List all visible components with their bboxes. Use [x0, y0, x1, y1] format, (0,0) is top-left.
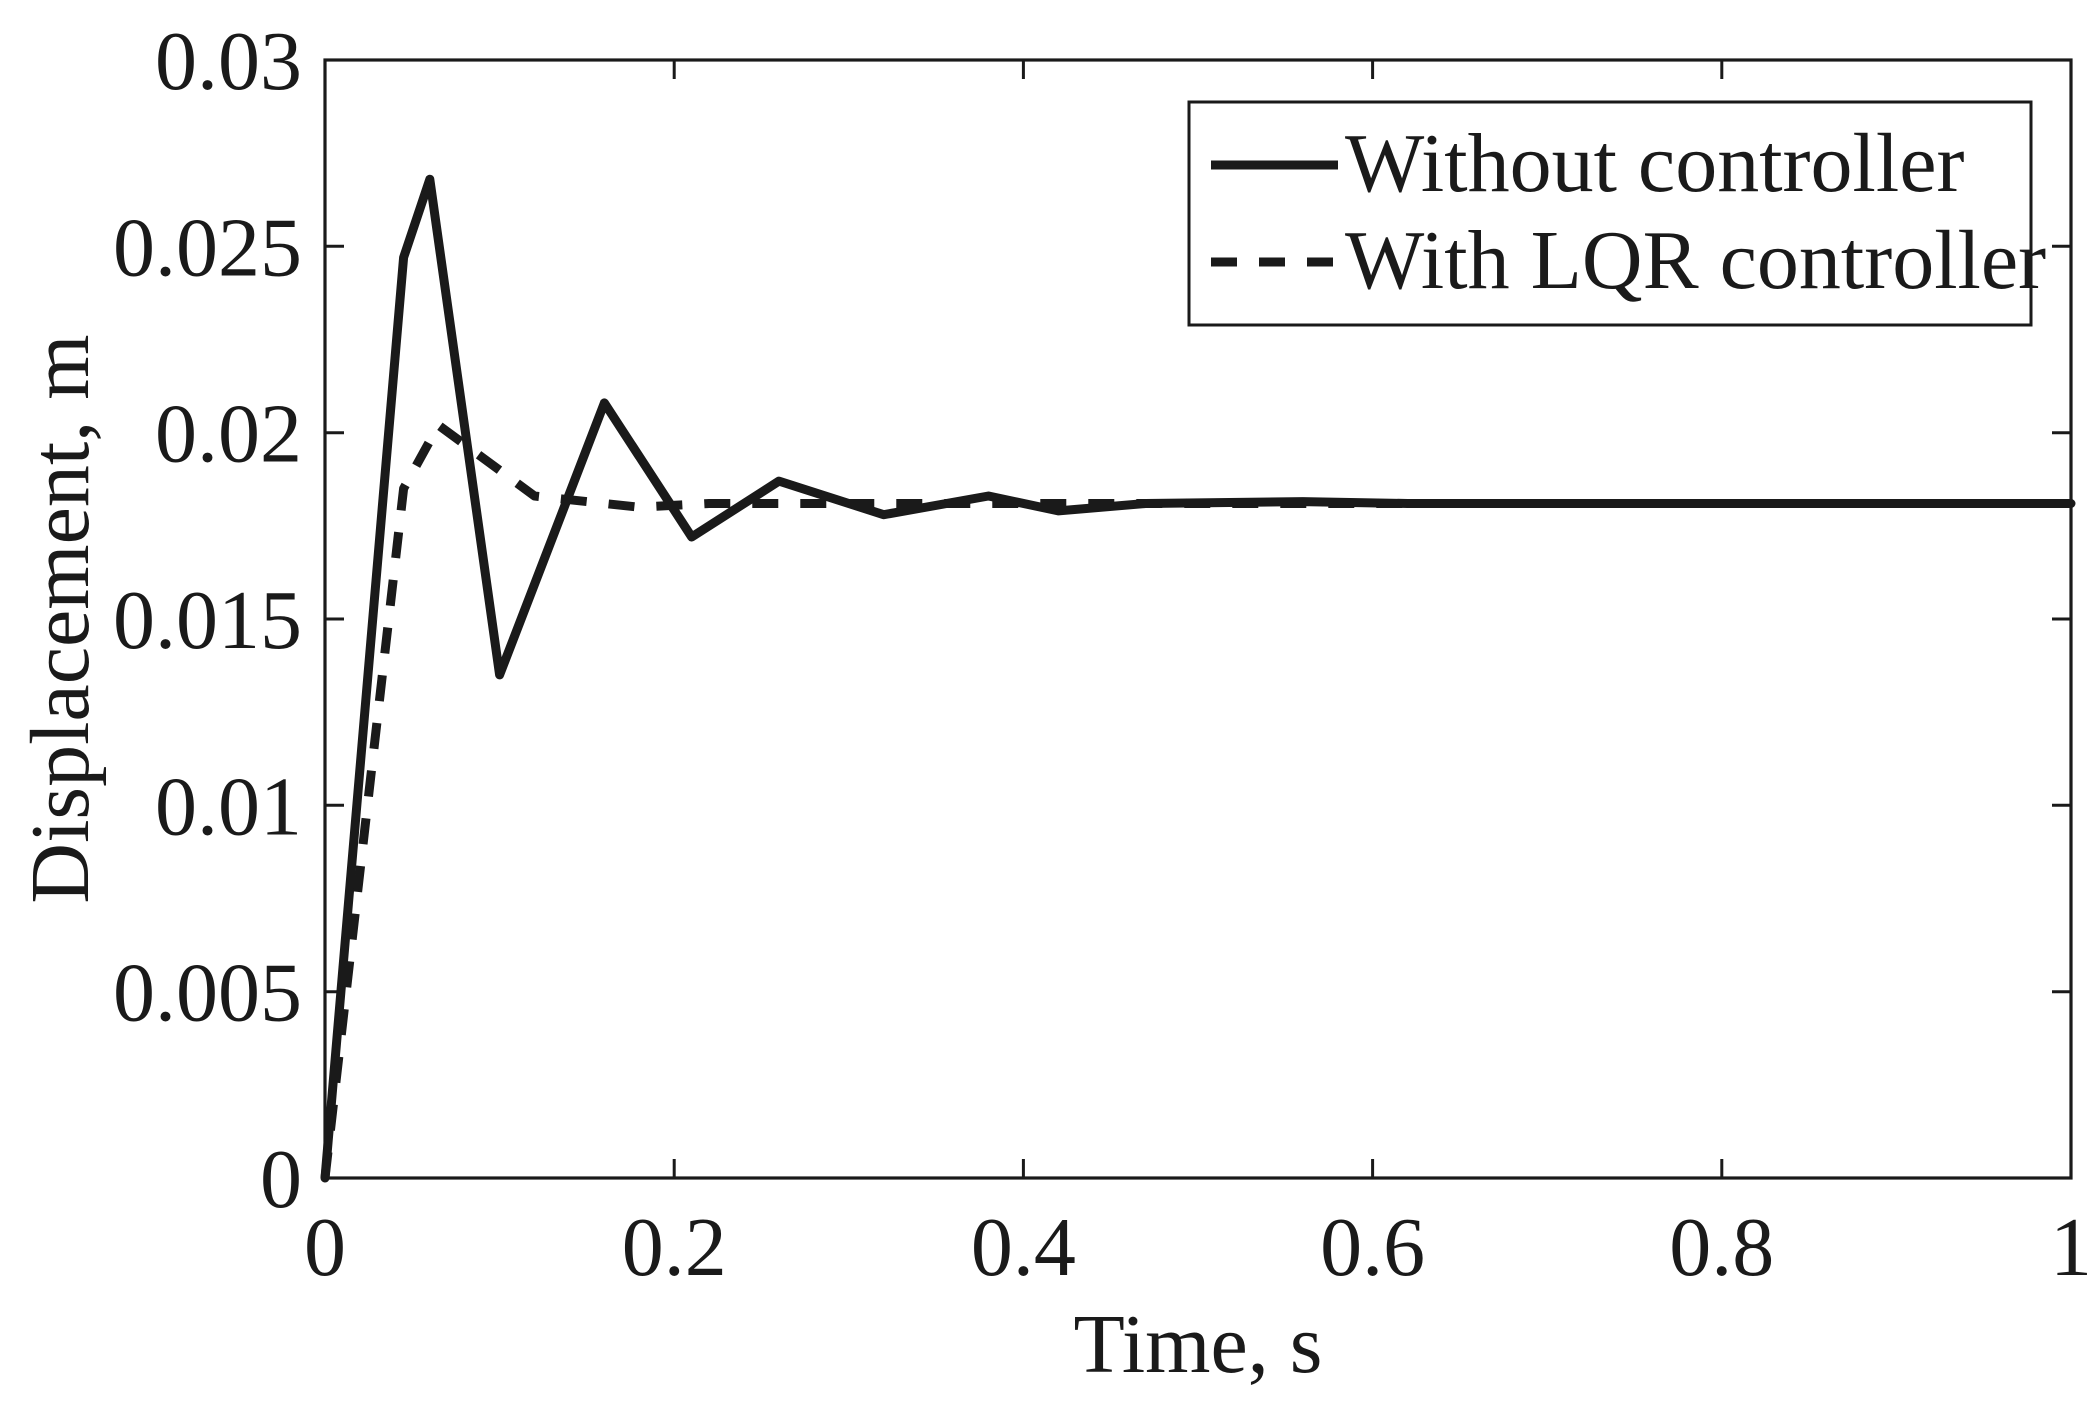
svg-text:0.8: 0.8 — [1669, 1201, 1774, 1294]
svg-text:0.025: 0.025 — [113, 201, 302, 294]
svg-text:0.01: 0.01 — [155, 760, 302, 853]
svg-text:Without controller: Without controller — [1345, 117, 1964, 210]
svg-text:0.03: 0.03 — [155, 15, 302, 108]
svg-text:With LQR controller: With LQR controller — [1345, 214, 2046, 307]
svg-text:0.6: 0.6 — [1320, 1201, 1425, 1294]
svg-text:Displacement, m: Displacement, m — [14, 334, 107, 903]
svg-text:0.2: 0.2 — [622, 1201, 727, 1294]
svg-text:1: 1 — [2050, 1201, 2092, 1294]
svg-text:0.4: 0.4 — [971, 1201, 1076, 1294]
svg-text:0: 0 — [260, 1133, 302, 1226]
svg-text:0.015: 0.015 — [113, 574, 302, 667]
svg-text:0.005: 0.005 — [113, 947, 302, 1040]
svg-text:0: 0 — [304, 1201, 346, 1294]
svg-text:0.02: 0.02 — [155, 388, 302, 481]
svg-text:Time, s: Time, s — [1073, 1298, 1322, 1391]
